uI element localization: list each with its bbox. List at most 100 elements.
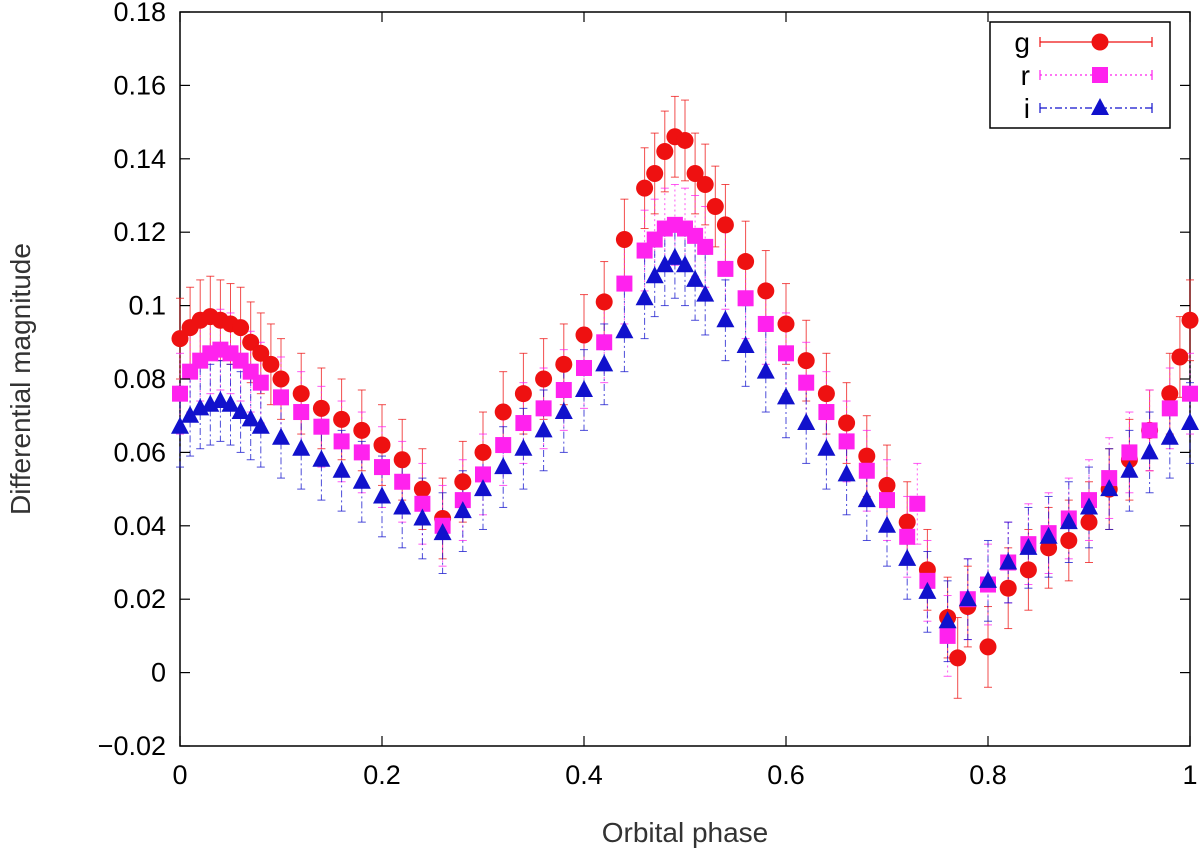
data-point-i [797,413,816,431]
data-point-i [292,438,311,456]
data-point-r [858,462,875,479]
data-point-i [231,402,250,420]
legend-label-r: r [1021,60,1030,91]
data-point-i [1039,526,1058,544]
data-point-i [272,427,290,445]
data-point-r [374,459,390,476]
data-point-i [1160,427,1179,445]
legend-marker-i [1091,98,1109,115]
data-point-r [697,238,714,255]
data-point-i [241,409,260,427]
data-point-g [737,253,755,271]
data-point-g [676,131,694,149]
x-tick-label: 0.8 [969,760,1007,790]
data-point-r [737,290,754,307]
data-point-r [353,444,370,461]
data-point-i [514,438,533,456]
data-point-i [1019,537,1038,555]
data-point-r [879,492,895,509]
data-point-i [595,354,614,372]
data-point-i [999,552,1018,570]
data-point-r [1121,444,1138,461]
data-point-i [958,589,977,607]
data-point-r [909,495,926,512]
data-point-i [554,402,573,420]
y-tick-label: 0.16 [113,70,166,100]
y-tick-label: 0 [151,658,166,688]
legend-label-i: i [1024,93,1030,124]
data-point-r [1182,385,1198,402]
x-tick-label: 0.4 [565,760,603,790]
data-point-r [596,334,613,351]
data-point-r [899,528,916,545]
data-point-g [393,451,411,469]
data-point-i [736,335,755,353]
data-point-i [1181,413,1199,431]
data-point-i [413,508,432,526]
data-point-r [1101,470,1118,487]
data-point-i [494,457,513,475]
data-point-g [686,164,704,182]
data-point-i [332,460,351,478]
data-point-r [414,495,431,512]
data-point-g [555,355,573,373]
data-point-i [1120,460,1139,478]
data-point-i [1059,512,1078,530]
data-point-g [1060,531,1078,549]
data-point-g [373,436,391,454]
data-point-r [535,400,552,417]
data-point-r [717,260,734,277]
data-point-g [716,216,734,234]
data-point-r [293,404,310,421]
data-point-r [778,345,794,362]
data-point-g [979,638,997,656]
data-point-g [252,344,270,362]
data-point-g [696,175,714,193]
data-point-g [999,579,1017,597]
data-point-i [645,266,664,284]
data-point-i [686,269,705,287]
data-point-r [1161,400,1178,417]
y-tick-label: 0.1 [128,291,166,321]
data-point-g [242,333,260,351]
error-bars [176,95,1194,699]
data-point-r [394,473,411,490]
data-point-g [353,421,371,439]
y-tick-label: 0.02 [113,584,166,614]
data-point-g [898,513,916,531]
data-point-g [494,403,512,421]
data-point-g [333,410,351,428]
y-tick-label: 0.06 [113,437,166,467]
data-point-g [878,476,896,494]
data-point-g [646,164,664,182]
data-point-i [696,284,715,302]
data-point-r [798,374,815,391]
y-tick-label: 0.08 [113,364,166,394]
data-point-g [1161,385,1179,403]
data-point-i [393,497,412,515]
legend: gri [989,21,1171,129]
data-point-g [232,319,250,337]
data-point-i [1080,497,1098,515]
data-point-i [211,391,230,409]
data-point-g [292,385,310,403]
data-point-i [453,501,472,519]
data-point-r [454,492,471,509]
data-point-r [273,389,289,406]
y-tick-label: 0.04 [113,511,166,541]
data-point-i [171,416,189,434]
y-axis-title: Differential magnitude [5,243,36,515]
data-point-i [857,490,876,508]
data-point-i [777,387,795,405]
data-point-r [515,415,532,432]
data-point-g [706,198,724,216]
data-point-i [837,464,856,482]
data-point-i [817,438,836,456]
y-tick-label: 0.18 [113,0,166,27]
data-point-r [1141,422,1158,439]
data-point-i [181,405,200,423]
data-point-g [262,355,280,373]
data-point-i [615,321,634,339]
data-point-g [615,231,633,249]
